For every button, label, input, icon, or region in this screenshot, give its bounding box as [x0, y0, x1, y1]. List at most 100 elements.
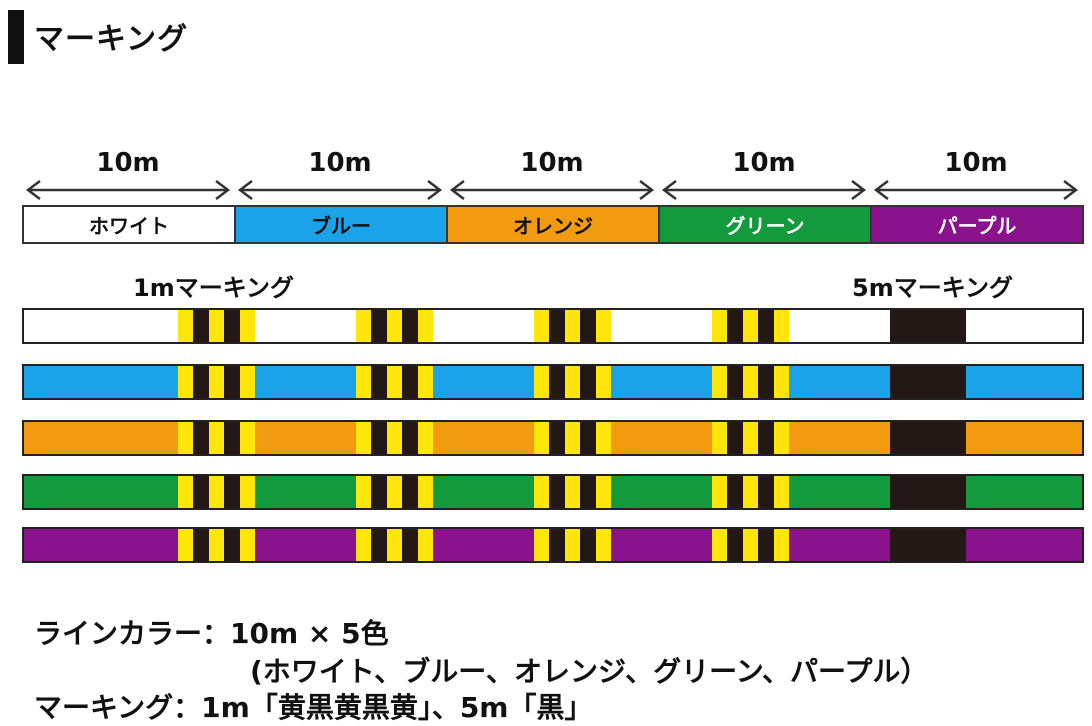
marking-stripe-black	[193, 476, 209, 508]
marking-stripe-yellow	[773, 366, 789, 398]
color-band-label: グリーン	[725, 214, 805, 238]
marking-stripe-black	[549, 529, 565, 561]
marking-stripe-yellow	[417, 476, 433, 508]
marking-stripe-yellow	[386, 366, 403, 398]
five-meter-marking-black	[890, 476, 966, 508]
dimension-arrows	[25, 180, 1079, 200]
marking-stripe-yellow	[742, 529, 759, 561]
marking-stripe-yellow	[239, 366, 255, 398]
marking-stripe-black	[193, 422, 209, 454]
marking-stripe-yellow	[564, 422, 581, 454]
marking-stripe-yellow	[742, 422, 759, 454]
marking-stripe-yellow	[534, 422, 550, 454]
spec-color-list: (ホワイト、ブルー、オレンジ、グリーン、パープル）	[250, 655, 929, 688]
marked-line-green	[22, 474, 1084, 510]
color-band-label: パープル	[937, 214, 1017, 238]
marking-stripe-yellow	[742, 366, 759, 398]
marking-stripe-yellow	[208, 476, 225, 508]
marking-stripe-black	[758, 366, 774, 398]
marking-stripe-black	[758, 529, 774, 561]
marking-stripe-yellow	[239, 310, 255, 342]
marking-stripe-yellow	[386, 422, 403, 454]
marking-stripe-yellow	[239, 422, 255, 454]
segment-length-label: 10m	[308, 148, 372, 178]
marking-stripe-black	[727, 529, 743, 561]
marking-stripe-black	[193, 529, 209, 561]
marking-stripe-black	[758, 310, 774, 342]
color-band-label: ブルー	[311, 214, 371, 238]
color-band-label: ホワイト	[89, 214, 169, 238]
color-band-blue: ブルー	[234, 205, 448, 244]
marking-stripe-black	[224, 310, 240, 342]
marking-stripe-black	[549, 476, 565, 508]
marking-stripe-yellow	[208, 366, 225, 398]
marking-stripe-yellow	[178, 366, 194, 398]
marking-stripe-yellow	[595, 529, 611, 561]
marked-line-white	[22, 308, 1084, 344]
marking-stripe-black	[402, 310, 418, 342]
double-arrow-icon	[661, 180, 867, 200]
double-arrow-icon	[873, 180, 1079, 200]
double-arrow-icon	[25, 180, 231, 200]
color-band-green: グリーン	[658, 205, 872, 244]
double-arrow-icon	[449, 180, 655, 200]
marking-stripe-yellow	[534, 529, 550, 561]
marking-stripe-yellow	[773, 529, 789, 561]
marking-stripe-black	[727, 422, 743, 454]
marking-stripe-yellow	[595, 310, 611, 342]
marking-stripe-black	[371, 422, 387, 454]
marking-stripe-yellow	[534, 366, 550, 398]
marking-stripe-black	[193, 310, 209, 342]
marking-stripe-yellow	[386, 529, 403, 561]
segment-length-label: 10m	[96, 148, 160, 178]
marking-stripe-yellow	[208, 310, 225, 342]
marking-stripe-yellow	[773, 310, 789, 342]
marking-stripe-black	[580, 476, 596, 508]
marking-stripe-black	[224, 422, 240, 454]
marking-stripe-yellow	[208, 422, 225, 454]
marking-stripe-yellow	[595, 476, 611, 508]
marking-stripe-yellow	[742, 476, 759, 508]
marking-stripe-black	[580, 422, 596, 454]
marking-stripe-yellow	[417, 422, 433, 454]
marking-stripe-black	[549, 366, 565, 398]
marking-stripe-yellow	[386, 476, 403, 508]
marking-stripe-yellow	[178, 310, 194, 342]
color-band-label: オレンジ	[513, 214, 593, 238]
marking-stripe-yellow	[564, 476, 581, 508]
marking-stripe-black	[402, 366, 418, 398]
marking-stripe-yellow	[742, 310, 759, 342]
marking-stripe-yellow	[356, 422, 372, 454]
marked-line-blue	[22, 364, 1084, 400]
marking-stripe-black	[402, 529, 418, 561]
marking-stripe-black	[371, 366, 387, 398]
marking-stripe-black	[549, 310, 565, 342]
marking-stripe-black	[727, 366, 743, 398]
marking-stripe-black	[193, 366, 209, 398]
marking-stripe-yellow	[239, 529, 255, 561]
marking-stripe-yellow	[773, 422, 789, 454]
color-band-purple: パープル	[870, 205, 1084, 244]
marking-stripe-black	[758, 422, 774, 454]
double-arrow-icon	[237, 180, 443, 200]
marking-stripe-black	[402, 422, 418, 454]
five-meter-marking-black	[890, 310, 966, 342]
marking-stripe-yellow	[712, 476, 728, 508]
marking-stripe-yellow	[356, 529, 372, 561]
marking-stripe-black	[549, 422, 565, 454]
five-meter-marking-black	[890, 366, 966, 398]
marking-stripe-black	[727, 476, 743, 508]
marking-stripe-yellow	[208, 529, 225, 561]
spec-marking: マーキング：1m「黄黒黄黒黄」、5m「黒」	[34, 691, 593, 724]
segment-length-label: 10m	[520, 148, 584, 178]
marking-stripe-yellow	[417, 310, 433, 342]
marking-stripe-yellow	[178, 529, 194, 561]
marking-stripe-black	[402, 476, 418, 508]
marking-stripe-black	[224, 366, 240, 398]
page-title: マーキング	[34, 22, 189, 57]
marking-stripe-yellow	[595, 422, 611, 454]
marking-stripe-yellow	[564, 366, 581, 398]
marking-stripe-yellow	[595, 366, 611, 398]
color-band-orange: オレンジ	[446, 205, 660, 244]
marking-stripe-yellow	[417, 529, 433, 561]
